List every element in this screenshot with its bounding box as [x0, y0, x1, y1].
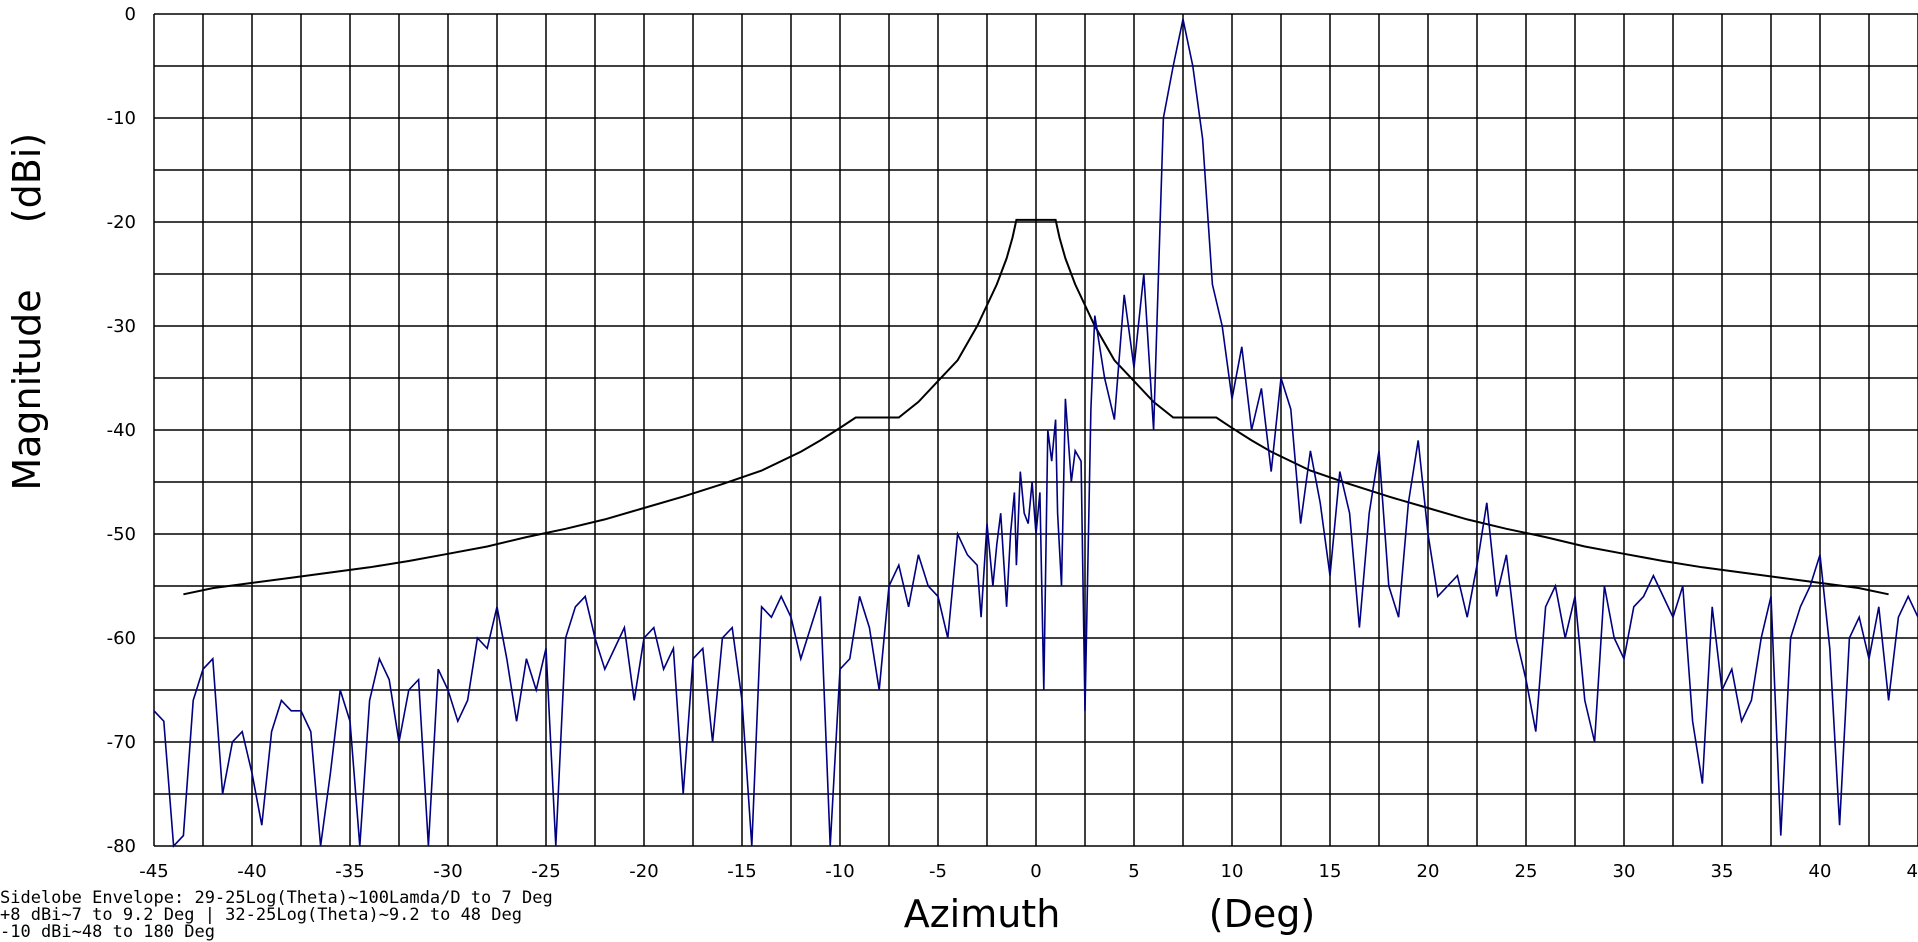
- y-tick-label: -60: [107, 628, 136, 649]
- envelope-note-line2: +8 dBi~7 to 9.2 Deg | 32-25Log(Theta)~9.…: [0, 905, 522, 925]
- x-tick-label: 0: [1030, 861, 1041, 882]
- x-tick-labels: -45 -40 -35 -30 -25 -20 -15 -10 -5 0 5 10 15 20 25 30 35…: [139, 861, 1918, 882]
- x-tick-label: 20: [1417, 861, 1440, 882]
- x-axis-label-azimuth: Azimuth: [904, 892, 1061, 936]
- x-tick-label: 10: [1221, 861, 1244, 882]
- x-axis-label-unit: (Deg): [1209, 892, 1315, 936]
- x-tick-label: -40: [237, 861, 266, 882]
- y-tick-label: -20: [107, 212, 136, 233]
- y-tick-label: -40: [107, 420, 136, 441]
- x-tick-label: -10: [825, 861, 854, 882]
- y-tick-labels: 0 -10 -20 -30 -40 -50 -60 -70 -80: [107, 4, 136, 857]
- y-tick-label: 0: [125, 4, 136, 25]
- y-tick-label: -50: [107, 524, 136, 545]
- x-tick-label: 35: [1711, 861, 1734, 882]
- y-axis-label-magnitude: Magnitude: [5, 289, 49, 490]
- envelope-note-line1: Sidelobe Envelope: 29-25Log(Theta)~100La…: [0, 888, 553, 908]
- x-tick-label: -20: [629, 861, 658, 882]
- y-tick-label: -10: [107, 108, 136, 129]
- x-tick-label: -45: [139, 861, 168, 882]
- x-tick-label: 5: [1128, 861, 1139, 882]
- x-tick-label: -15: [727, 861, 756, 882]
- antenna-pattern-line: [153, 19, 1918, 848]
- y-tick-label: -30: [107, 316, 136, 337]
- y-tick-label: -70: [107, 732, 136, 753]
- sidelobe-envelope-line: [183, 218, 1889, 596]
- x-tick-label: 30: [1613, 861, 1636, 882]
- envelope-note-line3: -10 dBi~48 to 180 Deg: [0, 922, 215, 942]
- x-tick-label: 45: [1907, 861, 1918, 882]
- x-tick-label: -35: [335, 861, 364, 882]
- grid-lines: [153, 13, 1918, 847]
- x-tick-label: -5: [929, 861, 947, 882]
- y-tick-label: -80: [107, 836, 136, 857]
- y-axis-label-unit: (dBi): [5, 133, 49, 223]
- x-tick-label: 25: [1515, 861, 1538, 882]
- x-tick-label: -30: [433, 861, 462, 882]
- x-tick-label: 40: [1809, 861, 1832, 882]
- x-tick-label: -25: [531, 861, 560, 882]
- x-tick-label: 15: [1319, 861, 1342, 882]
